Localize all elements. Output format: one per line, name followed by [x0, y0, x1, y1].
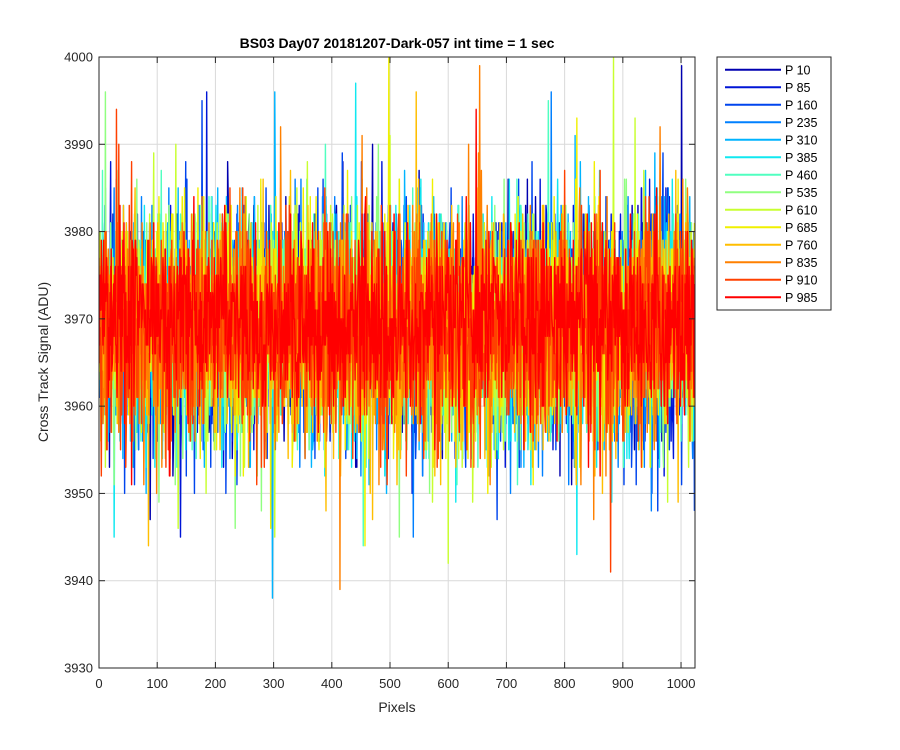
legend: P 10 P 85 P 160 P 235 P 310 P 385 P 460 P 535 P …: [716, 56, 832, 311]
legend-label: P 385: [785, 151, 817, 165]
x-tick-label: 900: [612, 676, 634, 691]
y-axis-title: Cross Track Signal (ADU): [35, 282, 51, 442]
legend-label: P 85: [785, 81, 811, 95]
y-tick-label: 3940: [64, 573, 93, 588]
x-tick-label: 600: [437, 676, 459, 691]
x-tick-label: 100: [146, 676, 168, 691]
legend-label: P 985: [785, 291, 817, 305]
legend-label: P 235: [785, 116, 817, 130]
legend-label: P 460: [785, 168, 817, 182]
y-tick-label: 4000: [64, 50, 93, 65]
axis-ticks: 0 100 200 300 400 500 600 700 800 900 1000 3930 3940…: [64, 50, 695, 692]
y-tick-label: 3980: [64, 224, 93, 239]
legend-label: P 610: [785, 203, 817, 217]
y-tick-label: 3930: [64, 661, 93, 676]
series-line-p-985: [99, 108, 695, 486]
legend-label: P 10: [785, 63, 811, 77]
y-tick-label: 3960: [64, 399, 93, 414]
legend-box: [716, 56, 832, 311]
legend-label: P 310: [785, 133, 817, 147]
x-tick-label: 700: [496, 676, 518, 691]
x-axis-title: Pixels: [378, 699, 415, 715]
x-tick-label: 0: [95, 676, 102, 691]
legend-label: P 760: [785, 238, 817, 252]
x-tick-label: 300: [263, 676, 285, 691]
chart-title: BS03 Day07 20181207-Dark-057 int time = …: [240, 35, 555, 51]
x-tick-label: 800: [554, 676, 576, 691]
x-tick-label: 400: [321, 676, 343, 691]
legend-label: P 910: [785, 273, 817, 287]
legend-label: P 835: [785, 256, 817, 270]
x-tick-label: 200: [205, 676, 227, 691]
legend-label: P 160: [785, 98, 817, 112]
series-lines: [99, 57, 695, 599]
x-tick-label: 1000: [667, 676, 696, 691]
y-tick-label: 3970: [64, 311, 93, 326]
y-tick-label: 3990: [64, 137, 93, 152]
y-tick-label: 3950: [64, 486, 93, 501]
plot-frame: [98, 56, 696, 669]
legend-label: P 685: [785, 221, 817, 235]
legend-label: P 535: [785, 186, 817, 200]
x-tick-label: 500: [379, 676, 401, 691]
